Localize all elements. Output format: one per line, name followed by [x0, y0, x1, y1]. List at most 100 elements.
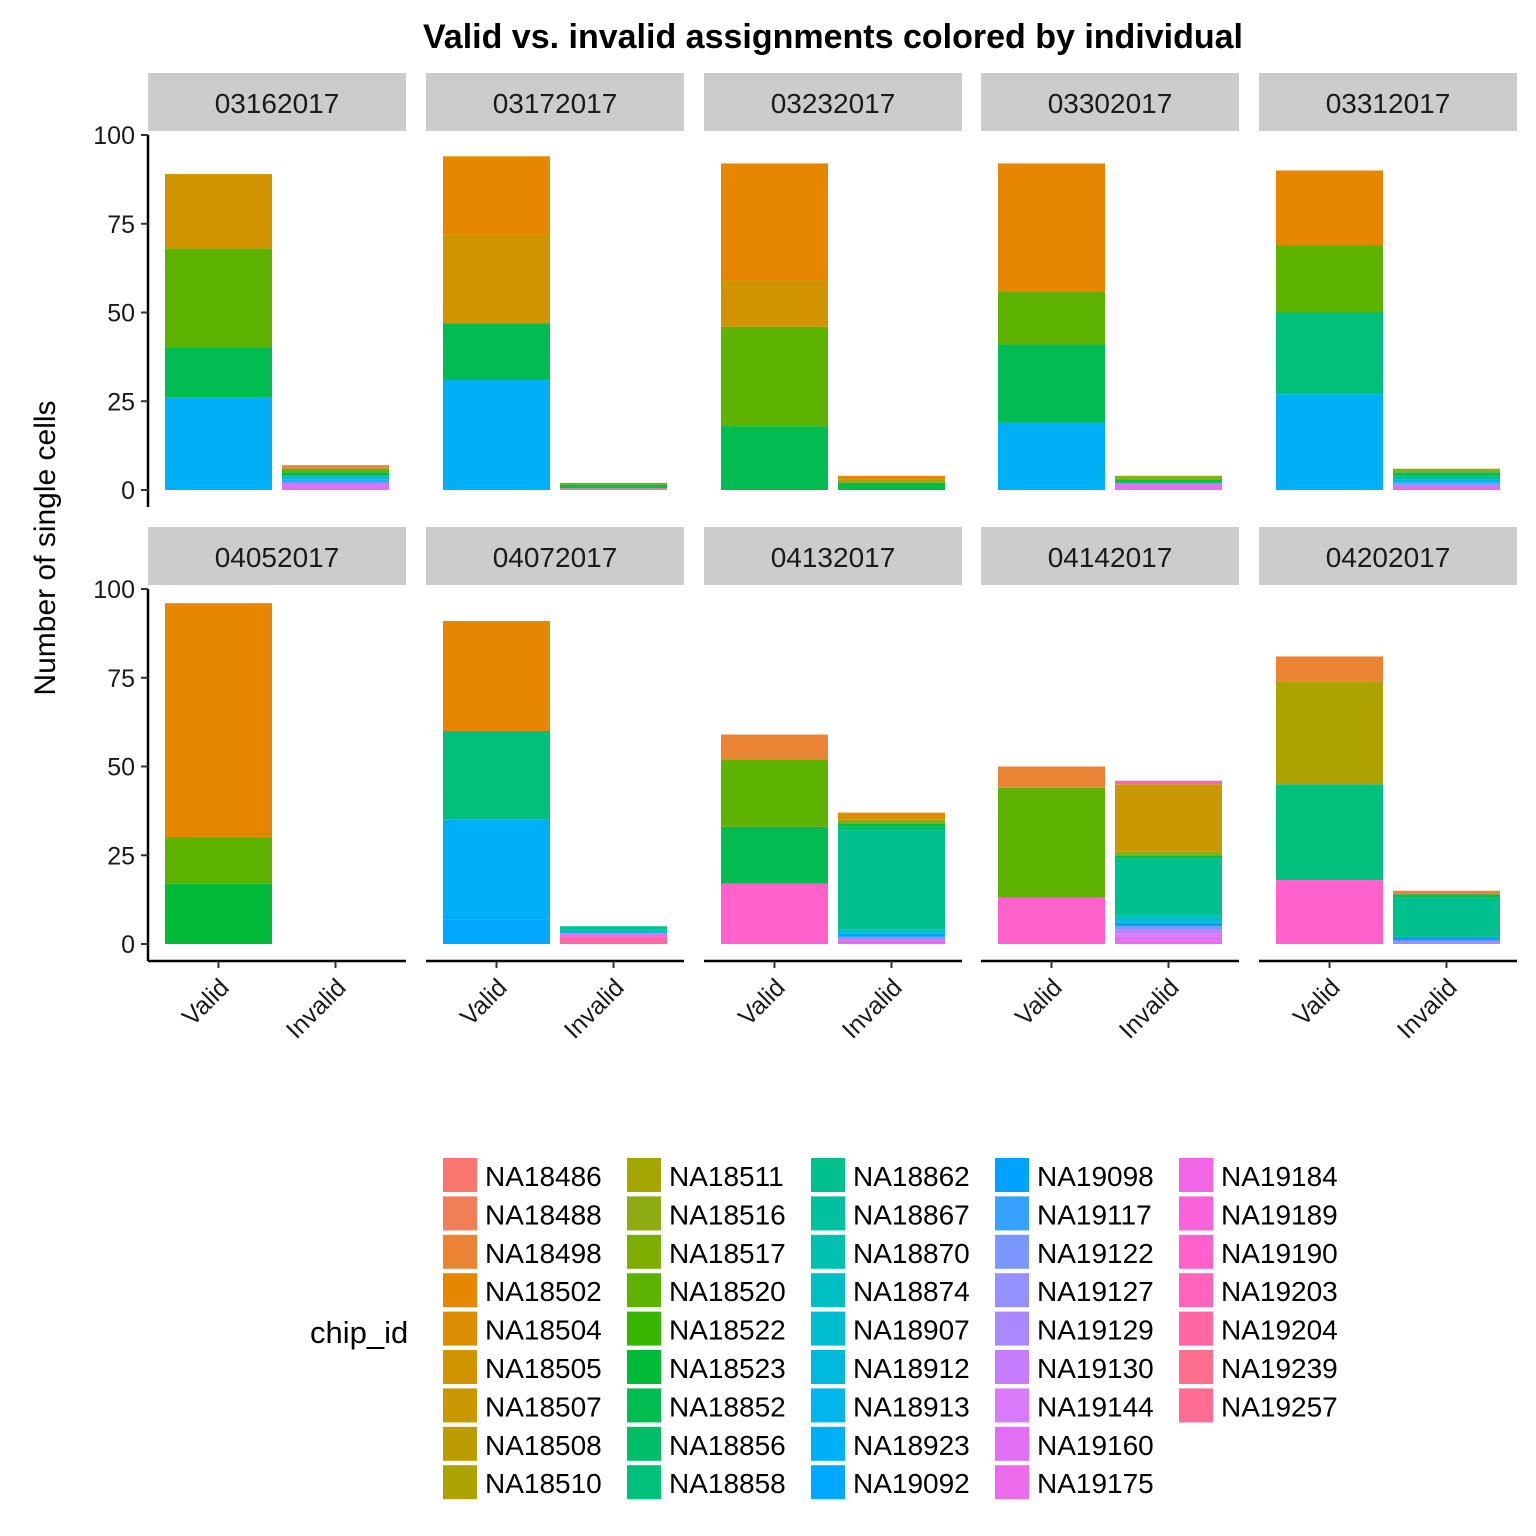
- x-tick-label: Invalid: [837, 973, 908, 1044]
- x-tick-label: Valid: [733, 973, 791, 1031]
- legend-label: NA19117: [1037, 1199, 1152, 1230]
- legend-item: NA19257: [1179, 1388, 1338, 1423]
- bar-segment: [721, 734, 828, 760]
- bar-segment: [443, 620, 550, 731]
- bar-segment: [1276, 170, 1383, 246]
- legend-item: NA18502: [443, 1273, 602, 1308]
- bar-segment: [998, 291, 1105, 345]
- legend-label: NA18508: [485, 1430, 602, 1461]
- bar-segment: [838, 819, 945, 824]
- legend-key: [995, 1311, 1029, 1346]
- legend-label: NA19122: [1037, 1238, 1154, 1269]
- legend-key: [627, 1273, 661, 1308]
- y-axis-title: Number of single cells: [29, 400, 62, 695]
- bar-segment: [838, 812, 945, 820]
- legend-label: NA18504: [485, 1315, 602, 1346]
- x-tick-label: Valid: [455, 973, 513, 1031]
- y-tick-label: 75: [107, 211, 135, 239]
- legend-label: NA18523: [669, 1353, 786, 1384]
- legend-label: NA19092: [853, 1468, 970, 1499]
- bar-segment: [1393, 486, 1500, 490]
- legend-item: NA18510: [443, 1465, 602, 1500]
- legend-item: NA19127: [995, 1273, 1154, 1308]
- legend-label: NA19175: [1037, 1468, 1154, 1499]
- bar-segment: [1276, 681, 1383, 785]
- legend-key: [995, 1426, 1029, 1461]
- legend-key: [811, 1158, 845, 1192]
- facet-panels: 03162017 0 25 50 75 100 03172017 03232017 033020…: [93, 73, 1517, 1044]
- bar-segment: [1115, 479, 1222, 483]
- legend-item: NA19203: [1179, 1273, 1338, 1308]
- legend-key: [811, 1426, 845, 1461]
- legend-key: [443, 1388, 477, 1423]
- legend-label: NA19257: [1221, 1391, 1338, 1422]
- bar-segment: [998, 766, 1105, 788]
- facet-label: 03172017: [493, 88, 618, 119]
- bar-segment: [1276, 394, 1383, 490]
- bar-segment: [1393, 475, 1500, 480]
- facet-strip: [981, 73, 1239, 131]
- legend-key: [443, 1426, 477, 1461]
- legend-item: NA18923: [811, 1426, 970, 1461]
- bar-segment: [721, 163, 828, 281]
- facet-panel: 04132017 Valid Invalid: [704, 527, 962, 1044]
- legend-label: NA19203: [1221, 1276, 1338, 1307]
- bar-segment: [165, 348, 272, 398]
- bar-segment: [1115, 922, 1222, 927]
- legend-item: NA19189: [1179, 1196, 1338, 1231]
- y-tick-label: 25: [107, 388, 135, 416]
- legend-item: NA19239: [1179, 1350, 1338, 1384]
- bar-segment: [1393, 468, 1500, 473]
- bar-segment: [165, 837, 272, 884]
- legend-label: NA18912: [853, 1353, 970, 1384]
- y-tick-label: 25: [107, 842, 135, 870]
- legend-key: [1179, 1273, 1213, 1308]
- legend-label: NA19127: [1037, 1276, 1154, 1307]
- legend-item: NA18486: [443, 1158, 602, 1192]
- legend-label: NA19129: [1037, 1315, 1154, 1346]
- facet-label: 04052017: [215, 542, 340, 573]
- legend-key: [995, 1196, 1029, 1231]
- legend-label: NA18488: [485, 1199, 602, 1230]
- bar-segment: [560, 929, 667, 934]
- bar-segment: [282, 468, 389, 473]
- bar-segment: [1115, 784, 1222, 852]
- bar-segment: [560, 482, 667, 485]
- legend-label: NA18870: [853, 1238, 970, 1269]
- legend-item: NA19122: [995, 1234, 1154, 1269]
- bar-segment: [443, 323, 550, 380]
- legend-item: NA18867: [811, 1196, 970, 1231]
- legend-key: [995, 1465, 1029, 1500]
- bar-segment: [282, 475, 389, 480]
- legend-key: [627, 1465, 661, 1500]
- facet-strip: [981, 527, 1239, 585]
- bar-segment: [1115, 936, 1222, 941]
- bar-segment: [721, 826, 828, 884]
- legend-key: [627, 1311, 661, 1346]
- bar-segment: [1115, 940, 1222, 944]
- legend-label: NA18874: [853, 1276, 970, 1307]
- legend-item: NA18907: [811, 1311, 970, 1346]
- x-tick-label: Invalid: [281, 973, 352, 1044]
- legend-key: [443, 1273, 477, 1308]
- bar-segment: [721, 883, 828, 944]
- legend-item: NA18505: [443, 1350, 602, 1384]
- y-tick-label: 75: [107, 665, 135, 693]
- legend-item: NA18522: [627, 1311, 786, 1346]
- bar-segment: [838, 929, 945, 934]
- bar-segment: [443, 819, 550, 920]
- legend-key: [811, 1273, 845, 1308]
- legend-key: [627, 1196, 661, 1231]
- facet-panel: 04052017 0 25 50 75 100 Valid Invalid: [93, 527, 406, 1044]
- legend-label: NA18913: [853, 1391, 970, 1422]
- bar-segment: [1393, 472, 1500, 476]
- facet-label: 03302017: [1048, 88, 1173, 119]
- legend-item: NA18488: [443, 1196, 602, 1231]
- bar-segment: [443, 919, 550, 944]
- legend-label: NA18520: [669, 1276, 786, 1307]
- bar-segment: [1276, 784, 1383, 881]
- legend-title: chip_id: [310, 1315, 408, 1350]
- legend-item: NA19117: [995, 1196, 1152, 1231]
- bar-segment: [560, 484, 667, 489]
- legend-label: NA18502: [485, 1276, 602, 1307]
